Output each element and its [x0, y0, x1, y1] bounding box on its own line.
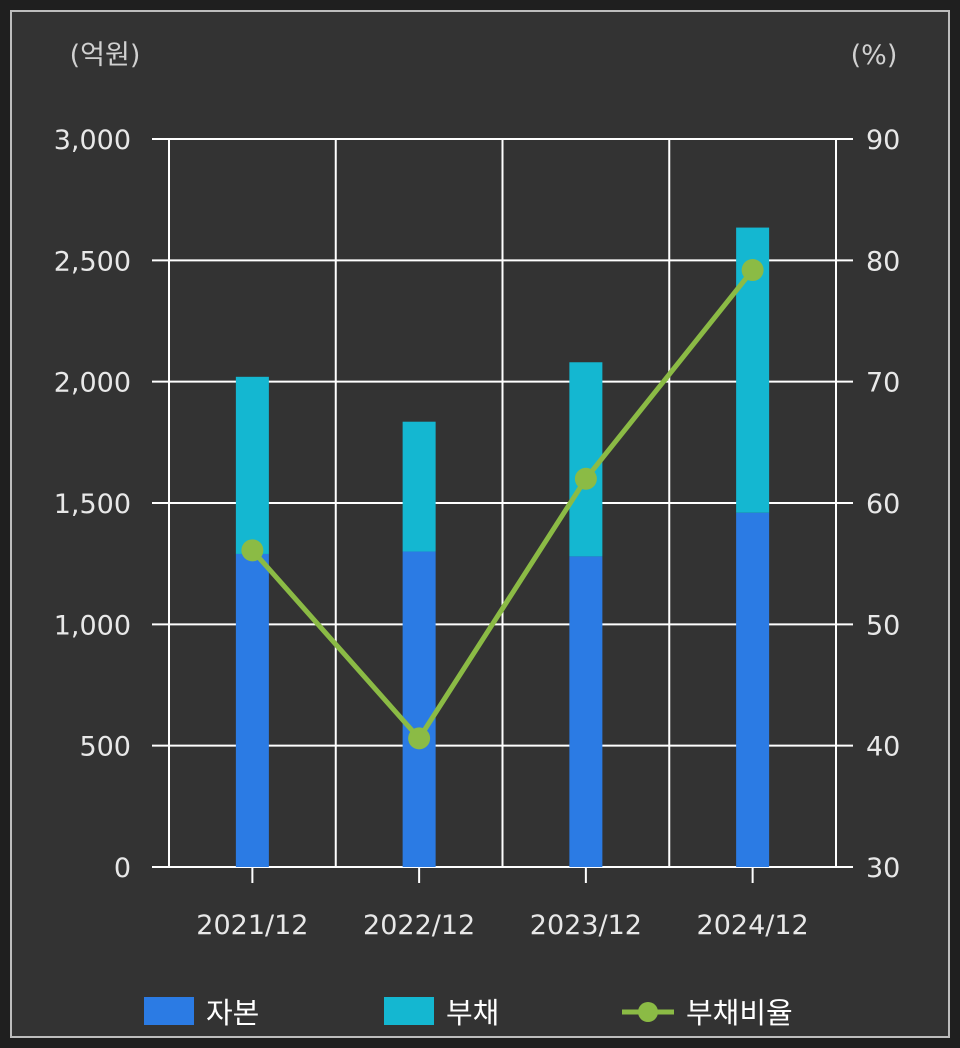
right-axis-tick-label: 30 — [866, 853, 900, 884]
right-axis-tick-label: 80 — [866, 246, 900, 277]
bar-debt — [569, 362, 603, 557]
legend-label-capital: 자본 — [206, 996, 259, 1030]
left-axis-tick-label: 500 — [79, 732, 131, 763]
legend-label-debt-ratio: 부채비율 — [686, 996, 793, 1030]
left-axis-unit: (억원) — [70, 40, 141, 71]
legend-swatch-capital — [144, 997, 194, 1025]
debt-ratio-point — [741, 259, 764, 282]
debt-ratio-point — [408, 727, 431, 750]
right-axis-tick-label: 40 — [866, 732, 900, 763]
left-axis-tick-label: 2,500 — [54, 246, 131, 277]
bar-capital — [569, 556, 603, 867]
left-axis-tick-label: 2,000 — [54, 368, 131, 399]
right-axis-tick-label: 60 — [866, 489, 900, 520]
legend-swatch-debt — [384, 997, 434, 1025]
x-axis-tick-label: 2021/12 — [196, 910, 308, 941]
bar-debt — [402, 421, 436, 552]
bar-capital — [235, 553, 269, 867]
debt-ratio-point — [574, 467, 597, 490]
x-axis-tick-label: 2022/12 — [363, 910, 475, 941]
bar-capital — [736, 512, 770, 867]
bars-layer — [235, 227, 770, 867]
line-layer — [241, 259, 764, 750]
legend-label-debt: 부채 — [446, 996, 499, 1030]
left-axis-tick-label: 1,000 — [54, 610, 131, 641]
left-axis-tick-label: 3,000 — [54, 125, 131, 156]
right-axis-unit: (%) — [851, 40, 898, 71]
right-axis-tick-label: 90 — [866, 125, 900, 156]
left-axis-tick-label: 0 — [114, 853, 131, 884]
x-axis-tick-label: 2024/12 — [697, 910, 809, 941]
legend-marker-debt-ratio — [638, 1002, 658, 1022]
debt-ratio-point — [241, 539, 264, 562]
left-axis-tick-label: 1,500 — [54, 489, 131, 520]
legend: 자본 부채 부채비율 — [144, 996, 793, 1030]
debt-ratio-line — [250, 268, 755, 741]
right-axis-tick-label: 70 — [866, 368, 900, 399]
right-axis-tick-label: 50 — [866, 610, 900, 641]
chart-background — [10, 10, 950, 1038]
x-axis-tick-label: 2023/12 — [530, 910, 642, 941]
axis-layer: 0 500 1,000 1,500 2,000 2,500 3,000 30 40 50 60 70 8… — [54, 125, 901, 941]
bar-debt — [235, 376, 269, 554]
bar-capital — [402, 551, 436, 867]
